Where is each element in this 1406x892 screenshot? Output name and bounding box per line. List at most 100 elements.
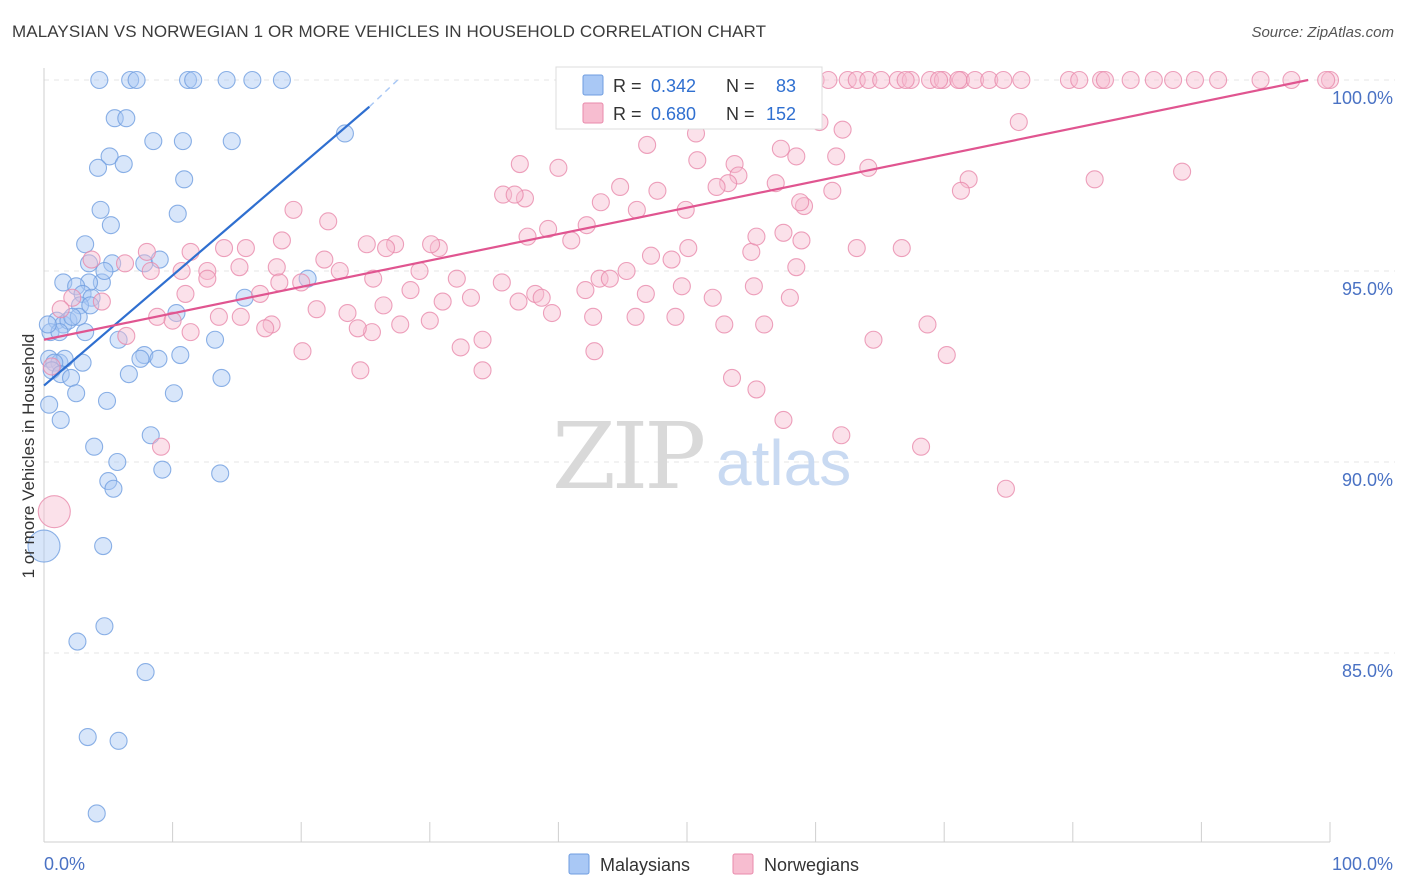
malaysian-point-76 <box>78 727 97 747</box>
norwegian-point-135 <box>209 307 228 326</box>
malaysian-point-10 <box>144 132 163 151</box>
malaysian-point-79 <box>131 349 150 368</box>
norwegian-point-49 <box>951 181 970 200</box>
norwegian-point-107 <box>747 227 766 246</box>
legend-label-malaysians: Malaysians <box>600 855 690 875</box>
norwegian-point-130 <box>63 288 82 307</box>
malaysian-point-74 <box>68 632 87 651</box>
watermark: ZIP atlas <box>552 403 851 510</box>
malaysian-point-5 <box>217 70 236 90</box>
norwegian-point-126 <box>703 288 722 307</box>
y-tick-label-0: 100.0% <box>1332 88 1393 108</box>
malaysian-point-0 <box>90 70 109 90</box>
norwegian-point-21 <box>1164 70 1183 90</box>
norwegian-point-16 <box>1070 70 1089 90</box>
norwegian-point-9 <box>933 70 952 90</box>
malaysian-point-27 <box>95 261 114 281</box>
malaysian-point-19 <box>101 216 120 235</box>
norwegian-point-153 <box>473 361 492 380</box>
norwegian-point-115 <box>338 303 357 323</box>
norwegian-point-167 <box>937 345 956 365</box>
norwegian-point-19 <box>1121 70 1140 90</box>
norwegian-point-82 <box>137 242 156 261</box>
norwegian-point-53 <box>510 154 529 174</box>
norwegian-point-163 <box>293 342 312 361</box>
malaysian-point-16 <box>114 154 133 174</box>
legend-swatch-norwegians <box>582 102 604 124</box>
malaysian-point-7 <box>272 70 291 90</box>
norwegian-point-156 <box>747 380 766 399</box>
malaysian-point-49 <box>73 353 92 372</box>
norwegian-point-76 <box>319 212 338 231</box>
norwegian-point-81 <box>181 242 200 261</box>
norwegian-point-85 <box>172 261 191 281</box>
legend-label-norwegians: Norwegians <box>764 855 859 875</box>
norwegian-point-17 <box>1092 70 1111 90</box>
norwegian-point-123 <box>600 269 619 288</box>
norwegian-point-13 <box>994 70 1013 90</box>
norwegian-point-58 <box>611 177 630 197</box>
norwegian-point-89 <box>315 250 334 269</box>
norwegian-point-104 <box>892 239 911 258</box>
norwegian-point-112 <box>270 273 289 292</box>
legend-r-label-1: R = <box>613 76 642 96</box>
malaysian-point-11 <box>173 132 192 151</box>
norwegian-point-41 <box>725 154 744 174</box>
norwegian-point-57 <box>591 193 610 212</box>
norwegian-point-118 <box>433 292 452 311</box>
norwegian-point-5 <box>872 70 891 90</box>
norwegian-point-25 <box>1282 70 1301 90</box>
norwegian-point-43 <box>859 158 878 177</box>
norwegian-point-138 <box>362 323 381 342</box>
malaysian-point-4 <box>184 70 203 90</box>
malaysian-point-6 <box>243 70 262 90</box>
norwegian-point-127 <box>744 277 763 296</box>
x-tick-max: 100.0% <box>1332 854 1393 874</box>
norwegian-point-1 <box>819 70 838 90</box>
malaysian-point-64 <box>141 426 160 445</box>
norwegian-point-7 <box>901 70 920 90</box>
norwegian-point-47 <box>1085 170 1104 189</box>
norwegian-point-87 <box>230 258 249 277</box>
norwegian-point-28 <box>896 70 915 90</box>
norwegian-point-106 <box>774 223 793 242</box>
norwegian-point-142 <box>542 303 562 323</box>
norwegian-point-61 <box>719 174 738 193</box>
norwegian-point-88 <box>267 258 286 277</box>
legend-n-value-2: 152 <box>766 104 796 124</box>
malaysian-point-3 <box>178 70 198 90</box>
malaysian-point-23 <box>103 254 122 273</box>
norwegian-point-56 <box>515 189 535 208</box>
norwegian-point-164 <box>451 338 470 357</box>
malaysian-trend-line <box>43 105 371 387</box>
legend-n-label-1: N = <box>726 76 755 96</box>
norwegian-point-140 <box>420 311 439 330</box>
norwegian-point-75 <box>357 235 376 254</box>
norwegian-point-79 <box>236 239 255 258</box>
norwegian-point-154 <box>585 342 604 361</box>
norwegian-point-128 <box>780 288 799 307</box>
malaysian-point-77 <box>109 731 128 750</box>
norwegian-point-143 <box>584 307 603 326</box>
norwegian-point-40 <box>787 147 806 166</box>
trend-lines <box>43 78 1309 387</box>
malaysian-point-56 <box>61 368 81 388</box>
malaysian-point-17 <box>175 170 194 189</box>
grid-lines <box>44 79 1395 654</box>
norwegian-point-84 <box>82 250 101 269</box>
norwegian-point-59 <box>648 181 667 200</box>
y-tick-label-2: 90.0% <box>1342 470 1393 490</box>
norwegian-point-83 <box>115 254 135 273</box>
norwegian-point-161 <box>37 495 71 529</box>
malaysians-points <box>27 70 354 823</box>
norwegian-point-160 <box>996 479 1015 498</box>
norwegian-point-133 <box>163 311 182 330</box>
norwegian-point-134 <box>181 323 200 342</box>
norwegian-point-67 <box>577 216 596 235</box>
malaysian-point-52 <box>171 345 190 365</box>
norwegian-point-74 <box>377 239 396 258</box>
legend-r-label-2: R = <box>613 104 642 124</box>
norwegian-point-114 <box>307 300 326 319</box>
norwegian-point-125 <box>672 277 691 296</box>
